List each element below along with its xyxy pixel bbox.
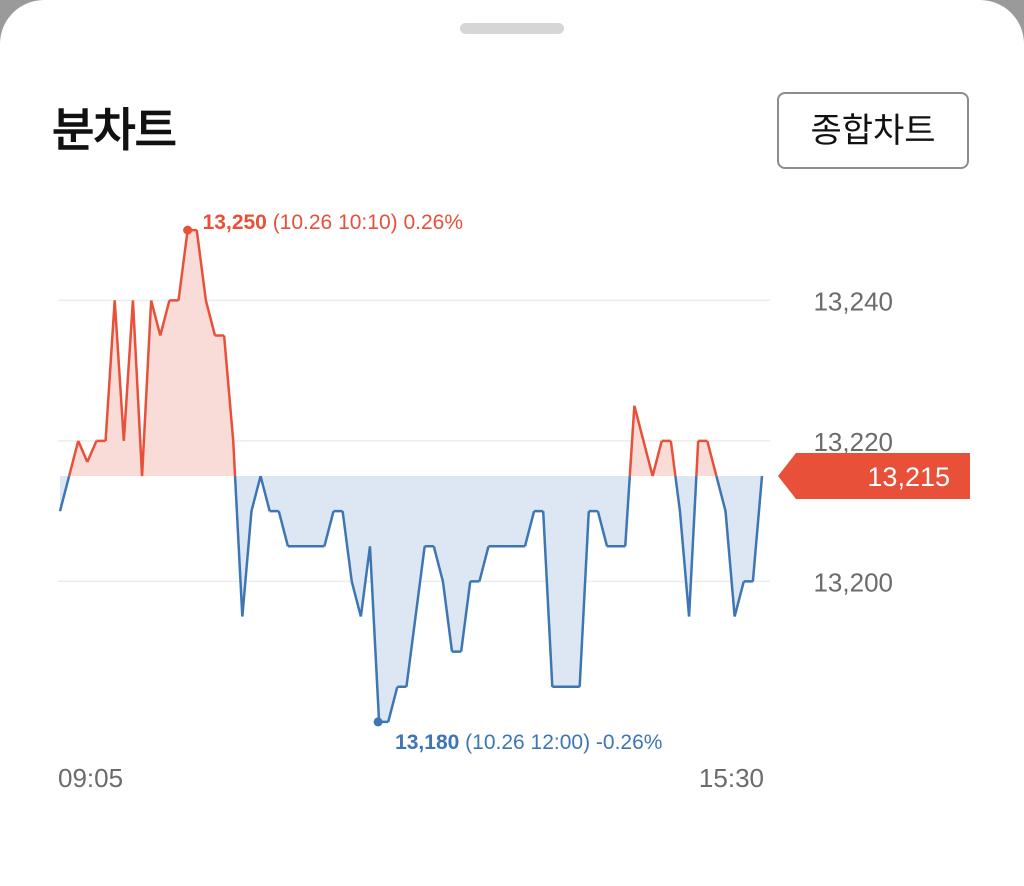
down-area — [60, 476, 762, 722]
up-area — [60, 230, 762, 477]
x-tick-label: 09:05 — [58, 763, 123, 793]
y-tick-label: 13,220 — [813, 427, 893, 457]
y-axis-ticks: 13,240 13,220 13,200 — [813, 286, 893, 597]
low-value: 13,180 — [395, 731, 459, 754]
current-price-badge — [778, 453, 970, 500]
high-value: 13,250 — [203, 211, 267, 234]
x-axis-ticks: 09:05 15:30 — [58, 763, 764, 793]
low-annotation: 13,180 (10.26 12:00) -0.26% — [395, 731, 662, 754]
current-price-tag: 13,215 — [778, 453, 970, 500]
x-tick-label: 15:30 — [699, 763, 764, 793]
price-lines — [58, 228, 764, 724]
low-detail: (10.26 12:00) -0.26% — [459, 731, 662, 754]
panel-title: 분차트 — [52, 103, 177, 157]
low-marker — [373, 717, 383, 727]
current-price-label: 13,215 — [867, 462, 950, 492]
down-series-line — [58, 475, 764, 724]
y-tick-label: 13,200 — [813, 567, 893, 597]
extreme-markers: 13,250 (10.26 10:10) 0.26% 13,180 (10.26 … — [183, 211, 662, 754]
y-tick-label: 13,240 — [813, 286, 893, 316]
high-marker — [183, 225, 193, 235]
high-annotation: 13,250 (10.26 10:10) 0.26% — [203, 211, 463, 234]
drag-handle[interactable] — [460, 23, 564, 34]
composite-chart-button[interactable]: 종합차트 — [777, 92, 969, 169]
high-detail: (10.26 10:10) 0.26% — [267, 211, 463, 234]
